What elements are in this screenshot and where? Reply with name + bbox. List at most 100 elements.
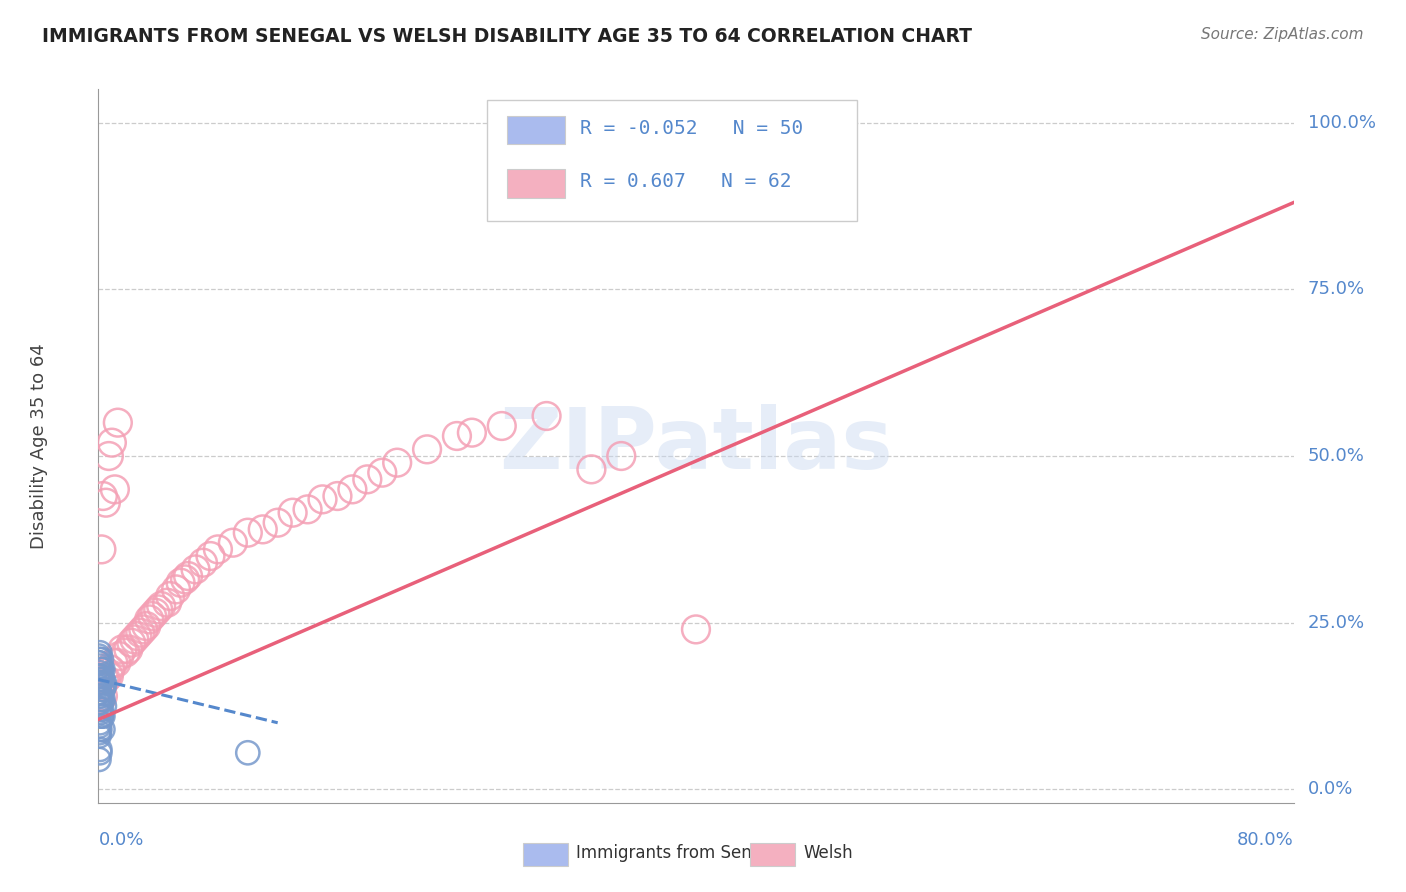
Point: [143, 606, 166, 620]
Text: IMMIGRANTS FROM SENEGAL VS WELSH DISABILITY AGE 35 TO 64 CORRELATION CHART: IMMIGRANTS FROM SENEGAL VS WELSH DISABIL…: [42, 27, 972, 45]
Point: [89, 675, 111, 690]
Point: [416, 442, 439, 457]
Point: [252, 522, 274, 536]
Point: [491, 419, 513, 434]
Point: [114, 646, 136, 660]
Point: [90, 542, 112, 557]
Point: [184, 562, 207, 576]
Point: [90, 709, 112, 723]
Point: [326, 489, 349, 503]
Point: [90, 673, 112, 687]
Point: [90, 662, 112, 676]
Point: [267, 516, 290, 530]
Point: [111, 642, 134, 657]
Point: [236, 525, 259, 540]
Point: [105, 656, 128, 670]
Point: [371, 466, 394, 480]
Point: [132, 623, 155, 637]
Point: [236, 746, 259, 760]
Point: [94, 496, 117, 510]
Point: [222, 535, 245, 549]
Text: ZIPatlas: ZIPatlas: [499, 404, 893, 488]
Text: R = 0.607   N = 62: R = 0.607 N = 62: [581, 172, 792, 192]
Point: [610, 449, 633, 463]
Point: [685, 122, 707, 136]
Point: [89, 669, 111, 683]
Point: [107, 416, 129, 430]
FancyBboxPatch shape: [486, 100, 858, 221]
Point: [159, 589, 181, 603]
Point: [91, 682, 114, 697]
Point: [97, 449, 120, 463]
Point: [87, 729, 110, 743]
Point: [98, 662, 122, 676]
Text: R = -0.052   N = 50: R = -0.052 N = 50: [581, 119, 803, 138]
Point: [87, 752, 110, 766]
Point: [89, 669, 111, 683]
Point: [89, 715, 111, 730]
Point: [91, 673, 114, 687]
Point: [89, 742, 111, 756]
Point: [129, 625, 152, 640]
Point: [581, 462, 603, 476]
Point: [89, 723, 111, 737]
Text: Immigrants from Senegal: Immigrants from Senegal: [576, 844, 787, 862]
Point: [89, 679, 111, 693]
Point: [165, 582, 187, 597]
Point: [91, 723, 114, 737]
Point: [89, 686, 111, 700]
Text: Welsh: Welsh: [804, 844, 853, 862]
Point: [446, 429, 468, 443]
Text: 0.0%: 0.0%: [98, 831, 143, 849]
Point: [169, 575, 191, 590]
Point: [385, 456, 409, 470]
Point: [156, 596, 179, 610]
Point: [89, 719, 111, 733]
Point: [91, 692, 114, 706]
Text: 75.0%: 75.0%: [1308, 280, 1365, 298]
Text: 25.0%: 25.0%: [1308, 614, 1365, 632]
Point: [91, 489, 114, 503]
Point: [117, 642, 139, 657]
Point: [90, 702, 112, 716]
Point: [200, 549, 222, 563]
Text: 50.0%: 50.0%: [1308, 447, 1365, 465]
Point: [89, 692, 111, 706]
Point: [191, 556, 214, 570]
Point: [91, 682, 114, 697]
Point: [89, 675, 111, 690]
Point: [89, 659, 111, 673]
Point: [91, 709, 114, 723]
Point: [91, 689, 114, 703]
Point: [150, 599, 173, 613]
Point: [89, 746, 111, 760]
Point: [127, 629, 149, 643]
Point: [87, 649, 110, 664]
Point: [685, 623, 707, 637]
Text: Source: ZipAtlas.com: Source: ZipAtlas.com: [1201, 27, 1364, 42]
Point: [87, 696, 110, 710]
Point: [177, 569, 200, 583]
Point: [90, 662, 112, 676]
Point: [93, 673, 115, 687]
Point: [311, 492, 333, 507]
Point: [94, 673, 117, 687]
Point: [148, 602, 170, 616]
Point: [536, 409, 558, 423]
Text: Disability Age 35 to 64: Disability Age 35 to 64: [30, 343, 48, 549]
Text: 0.0%: 0.0%: [1308, 780, 1353, 798]
Point: [120, 636, 142, 650]
Point: [141, 609, 163, 624]
FancyBboxPatch shape: [523, 843, 568, 865]
Point: [108, 649, 131, 664]
Point: [135, 619, 157, 633]
Point: [97, 669, 120, 683]
Point: [93, 699, 115, 714]
Point: [89, 692, 111, 706]
Text: 100.0%: 100.0%: [1308, 113, 1376, 131]
Point: [174, 573, 197, 587]
Point: [297, 502, 319, 516]
Point: [87, 656, 110, 670]
Point: [89, 646, 111, 660]
Point: [93, 679, 115, 693]
